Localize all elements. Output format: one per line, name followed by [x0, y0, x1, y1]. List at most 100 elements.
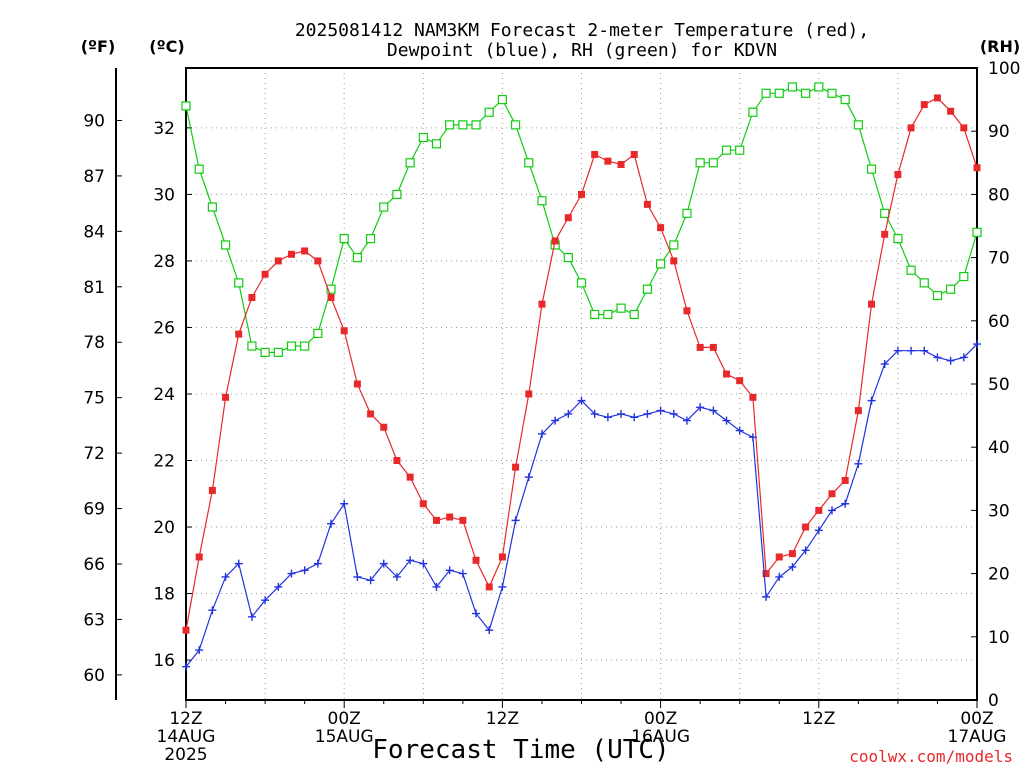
temperature-point	[498, 553, 506, 561]
temperature-point	[419, 500, 427, 508]
temperature-point	[815, 506, 823, 514]
rh-point	[445, 120, 455, 130]
temperature-point	[314, 257, 322, 265]
dewpoint-point	[682, 416, 691, 425]
temperature-point	[709, 343, 717, 351]
rh-point	[682, 208, 692, 218]
rh-point	[458, 120, 468, 130]
dewpoint-point	[300, 566, 309, 575]
temperature-point	[841, 476, 849, 484]
celsius-tick-label: 30	[153, 185, 175, 205]
x-tick-date: 16AUG	[631, 727, 690, 747]
rh-tick-label: 50	[988, 375, 1010, 395]
celsius-tick-label: 18	[153, 585, 175, 605]
rh-point	[497, 94, 507, 105]
dewpoint-point	[472, 609, 481, 618]
dewpoint-point	[182, 662, 190, 671]
unit-fahrenheit-label: (ºF)	[81, 37, 116, 56]
dewpoint-point	[973, 340, 981, 349]
rh-tick-label: 100	[988, 59, 1020, 79]
rh-point	[326, 284, 336, 294]
dewpoint-point	[537, 429, 546, 438]
celsius-tick-label: 26	[153, 318, 175, 338]
fahrenheit-tick-label: 81	[83, 278, 105, 298]
temperature-point	[881, 230, 889, 238]
dewpoint-point	[696, 403, 705, 412]
x-tick-date: 17AUG	[948, 727, 1007, 747]
x-tick-date: 14AUG	[157, 727, 216, 747]
temperature-point	[327, 294, 335, 302]
fahrenheit-tick-label: 84	[83, 222, 105, 242]
rh-point	[972, 227, 982, 237]
rh-point	[471, 120, 481, 130]
x-tick-label: 12Z	[802, 709, 835, 729]
dewpoint-point	[946, 356, 955, 365]
dewpoint-point	[893, 346, 902, 355]
temperature-point	[947, 107, 955, 115]
rh-point	[181, 101, 191, 111]
dewpoint-point	[577, 396, 586, 405]
dewpoint-point	[353, 572, 362, 581]
temperature-point	[736, 377, 744, 385]
dewpoint-point	[814, 526, 823, 535]
dewpoint-point	[287, 569, 296, 578]
rh-point	[524, 158, 534, 168]
temperature-point	[604, 157, 612, 165]
celsius-tick-label: 16	[153, 651, 175, 671]
rh-point	[893, 234, 903, 244]
rh-point	[313, 328, 323, 339]
rh-point	[537, 196, 547, 206]
temperature-point	[762, 570, 770, 578]
temperature-point	[854, 407, 862, 415]
celsius-tick-label: 20	[153, 518, 175, 538]
dewpoint-point	[274, 582, 283, 591]
temperature-point	[222, 393, 230, 401]
rh-point	[234, 278, 244, 288]
rh-point	[286, 341, 297, 351]
unit-celsius-label: (ºC)	[149, 37, 184, 56]
x-tick-label: 00Z	[960, 709, 993, 729]
grid-lines	[186, 68, 977, 700]
dewpoint-point	[392, 572, 401, 581]
rh-point	[695, 158, 705, 168]
temperature-point	[749, 393, 757, 401]
temperature-point	[393, 457, 401, 465]
temperature-point	[868, 300, 876, 308]
temperature-point	[551, 237, 559, 245]
fahrenheit-tick-label: 72	[83, 444, 105, 464]
rh-point	[919, 278, 929, 288]
rh-point	[431, 139, 442, 149]
unit-rh-label: (RH)	[980, 37, 1020, 56]
dewpoint-point	[880, 360, 889, 369]
rh-point	[247, 341, 257, 351]
x-tick-year: 2025	[164, 745, 207, 765]
dewpoint-point	[920, 346, 929, 355]
dewpoint-point	[709, 406, 718, 415]
rh-point	[352, 253, 362, 263]
rh-point	[418, 132, 428, 143]
temperature-point	[340, 327, 348, 335]
temperature-point	[459, 516, 467, 524]
rh-point	[207, 202, 217, 212]
temperature-point	[907, 124, 915, 132]
dewpoint-point	[485, 626, 494, 635]
dewpoint-point	[564, 409, 573, 418]
dewpoint-point	[933, 353, 942, 362]
rh-point	[365, 234, 376, 244]
dewpoint-point	[406, 556, 415, 565]
rh-tick-label: 30	[988, 501, 1010, 521]
dewpoint-point	[195, 646, 204, 655]
rh-point	[748, 107, 758, 117]
temperature-point	[564, 214, 572, 222]
rh-point	[563, 253, 573, 263]
rh-point	[761, 88, 771, 98]
rh-point	[590, 309, 600, 320]
rh-point	[339, 234, 349, 244]
temperature-point	[301, 247, 309, 255]
fahrenheit-tick-label: 87	[83, 167, 105, 187]
rh-tick-label: 60	[988, 312, 1010, 332]
dewpoint-point	[775, 572, 784, 581]
fahrenheit-tick-label: 63	[83, 610, 105, 630]
temperature-point	[828, 490, 836, 498]
temperature-point	[182, 626, 190, 634]
